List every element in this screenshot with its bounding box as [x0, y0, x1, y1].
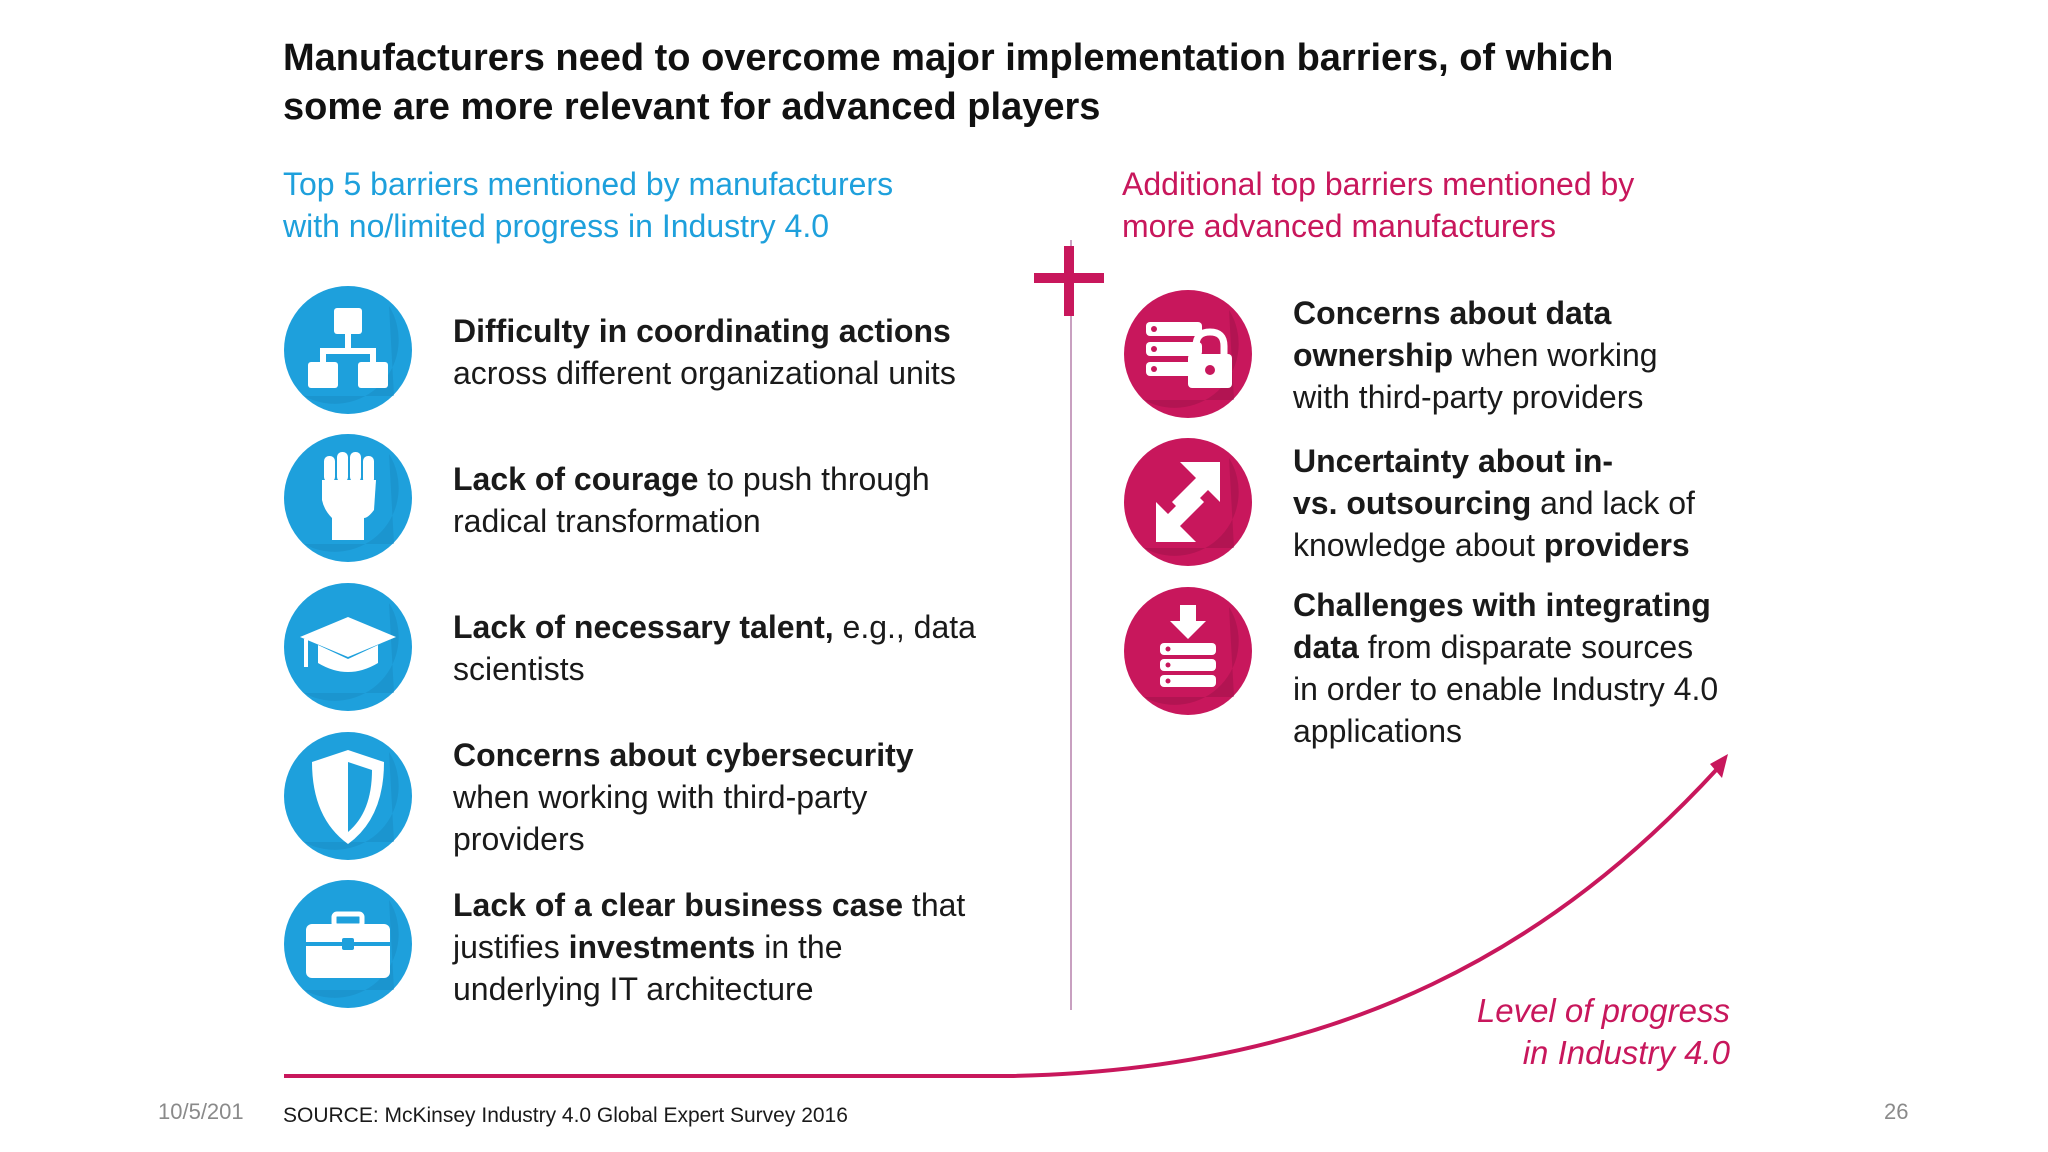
bold-text: ownership — [1293, 337, 1454, 373]
regular-text: radical transformation — [453, 503, 761, 539]
regular-text: applications — [1293, 713, 1462, 749]
slide-title-line-2: some are more relevant for advanced play… — [283, 86, 1101, 128]
left-item-4-text: Concerns about cybersecurity when working… — [453, 734, 1053, 860]
regular-text: underlying IT architecture — [453, 971, 814, 1007]
bold-text: data — [1293, 629, 1359, 665]
left-item-1-line-1: Difficulty in coordinating actions — [453, 310, 1053, 352]
left-item-3-line-1: Lack of necessary talent, e.g., data — [453, 606, 1053, 648]
left-item-4-line-2: when working with third-party — [453, 776, 1053, 818]
regular-text: to push through — [698, 461, 930, 497]
org-chart-icon — [284, 286, 412, 414]
left-item-2-text: Lack of courage to push through radical t… — [453, 458, 1053, 542]
briefcase-icon — [284, 880, 412, 1008]
right-item-1-line-3: with third-party providers — [1293, 376, 1913, 418]
plus-icon — [1034, 246, 1104, 316]
right-item-1-text: Concerns about data ownership when workin… — [1293, 292, 1913, 418]
bold-text: investments — [568, 929, 756, 965]
left-column-heading: Top 5 barriers mentioned by manufacturer… — [283, 163, 1043, 247]
regular-text: knowledge about — [1293, 527, 1544, 563]
right-heading-line-2: more advanced manufacturers — [1122, 208, 1556, 244]
left-item-1-line-2: across different organizational units — [453, 352, 1053, 394]
regular-text: scientists — [453, 651, 585, 687]
column-divider — [1070, 240, 1072, 1010]
left-heading-line-2: with no/limited progress in Industry 4.0 — [283, 208, 830, 244]
page-number: 26 — [1884, 1099, 1909, 1124]
bold-text: Difficulty in coordinating actions — [453, 313, 951, 349]
server-lock-icon — [1124, 290, 1252, 418]
right-item-1-line-2: ownership when working — [1293, 334, 1913, 376]
regular-text: across different organizational units — [453, 355, 956, 391]
right-heading-line-1: Additional top barriers mentioned by — [1122, 166, 1635, 202]
bold-text: Uncertainty about in- — [1293, 443, 1614, 479]
right-column-heading: Additional top barriers mentioned by mor… — [1122, 163, 1882, 247]
left-item-5-line-3: underlying IT architecture — [453, 968, 1053, 1010]
left-item-3-line-2: scientists — [453, 648, 1053, 690]
regular-text: justifies — [453, 929, 569, 965]
left-item-4-line-1: Concerns about cybersecurity — [453, 734, 1053, 776]
slide-title: Manufacturers need to overcome major imp… — [283, 34, 1783, 132]
right-item-2-line-3: knowledge about providers — [1293, 524, 1913, 566]
right-item-2-line-2: vs. outsourcing and lack of — [1293, 482, 1913, 524]
raised-fist-icon — [284, 434, 412, 562]
progress-arrow-head — [1710, 754, 1728, 778]
regular-text: with third-party providers — [1293, 379, 1644, 415]
regular-text: when working — [1453, 337, 1658, 373]
bold-text: Concerns about cybersecurity — [453, 737, 914, 773]
regular-text: in order to enable Industry 4.0 — [1293, 671, 1719, 707]
bold-text: Lack of necessary talent, — [453, 609, 834, 645]
bold-text: vs. outsourcing — [1293, 485, 1532, 521]
regular-text: that — [903, 887, 966, 923]
regular-text: from disparate sources — [1358, 629, 1694, 665]
right-item-3-line-1: Challenges with integrating — [1293, 584, 1913, 626]
slide-title-line-1: Manufacturers need to overcome major imp… — [283, 37, 1614, 79]
right-item-3-line-3: in order to enable Industry 4.0 — [1293, 668, 1913, 710]
left-item-2-line-2: radical transformation — [453, 500, 1053, 542]
progress-label-line-2: in Industry 4.0 — [1522, 1034, 1730, 1071]
regular-text: when working with third-party — [453, 779, 868, 815]
progress-label-line-1: Level of progress — [1476, 992, 1730, 1029]
bold-text: Challenges with integrating — [1293, 587, 1711, 623]
progress-label: Level of progress in Industry 4.0 — [1380, 990, 1730, 1074]
left-item-2-line-1: Lack of courage to push through — [453, 458, 1053, 500]
left-item-3-text: Lack of necessary talent, e.g., data scie… — [453, 606, 1053, 690]
right-item-1-line-1: Concerns about data — [1293, 292, 1913, 334]
left-item-5-line-1: Lack of a clear business case that — [453, 884, 1053, 926]
right-item-3-text: Challenges with integrating data from dis… — [1293, 584, 1913, 752]
right-item-3-line-4: applications — [1293, 710, 1913, 752]
data-integration-icon — [1124, 587, 1252, 715]
regular-text: and lack of — [1531, 485, 1695, 521]
graduation-cap-icon — [284, 583, 412, 711]
right-item-2-line-1: Uncertainty about in- — [1293, 440, 1913, 482]
right-item-2-text: Uncertainty about in-vs. outsourcing and… — [1293, 440, 1913, 566]
bold-text: Lack of a clear business case — [453, 887, 904, 923]
regular-text: in the — [755, 929, 843, 965]
in-out-arrows-icon — [1124, 438, 1252, 566]
left-item-5-line-2: justifies investments in the — [453, 926, 1053, 968]
shield-icon — [284, 732, 412, 860]
regular-text: e.g., data — [833, 609, 976, 645]
footer-date: 10/5/201 — [158, 1099, 244, 1124]
right-item-3-line-2: data from disparate sources — [1293, 626, 1913, 668]
left-item-4-line-3: providers — [453, 818, 1053, 860]
source-note: SOURCE: McKinsey Industry 4.0 Global Exp… — [283, 1104, 848, 1127]
regular-text: providers — [453, 821, 585, 857]
left-item-5-text: Lack of a clear business case that justif… — [453, 884, 1053, 1010]
bold-text: Lack of courage — [453, 461, 699, 497]
bold-text: providers — [1543, 527, 1690, 563]
left-heading-line-1: Top 5 barriers mentioned by manufacturer… — [283, 166, 894, 202]
left-item-1-text: Difficulty in coordinating actions across… — [453, 310, 1053, 394]
bold-text: Concerns about data — [1293, 295, 1612, 331]
